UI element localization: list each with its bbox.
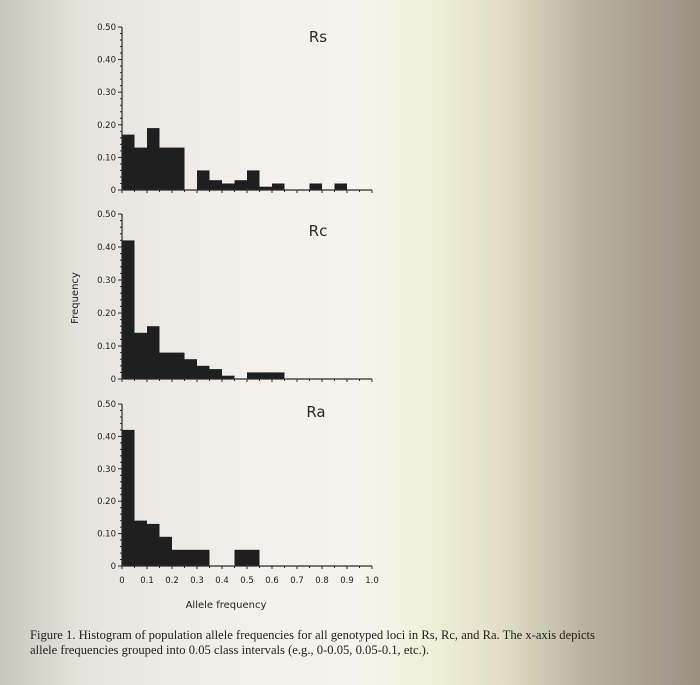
bar (134, 147, 147, 190)
bar (159, 536, 172, 566)
bar (172, 352, 185, 379)
x-tick-label: 1.0 (365, 576, 379, 586)
x-tick-label: 0.3 (190, 576, 204, 586)
bar (159, 352, 172, 379)
y-tick-label: 0 (111, 186, 116, 196)
panel-title: Rc (309, 222, 328, 240)
bar (247, 549, 260, 566)
bar (334, 183, 347, 190)
x-tick-label: 0.2 (165, 576, 179, 586)
bar (197, 549, 210, 566)
x-axis-label: Allele frequency (186, 600, 267, 611)
y-tick-label: 0.50 (97, 400, 116, 410)
bar (259, 372, 272, 379)
bar (147, 523, 160, 566)
y-tick-label: 0.50 (97, 210, 116, 220)
x-tick-label: 0.7 (290, 576, 304, 586)
panel-title: Rs (309, 28, 327, 46)
bar (122, 429, 135, 566)
bar (209, 180, 222, 190)
y-tick-label: 0.10 (97, 530, 116, 540)
bar (247, 372, 260, 379)
bar (222, 375, 235, 379)
panel-rs: 0 0.10 0.20 0.30 0.40 0.50 Rs (97, 23, 373, 196)
caption-line-2: allele frequencies grouped into 0.05 cla… (30, 643, 430, 657)
bar (234, 549, 247, 566)
y-axis-label: Frequency (70, 272, 81, 324)
bar (309, 183, 322, 190)
bar (159, 147, 172, 190)
y-tick-label: 0.30 (97, 276, 116, 286)
y-tick-label: 0 (111, 562, 116, 572)
bar (209, 369, 222, 379)
bar (147, 128, 160, 190)
x-tick-label: 0.9 (340, 576, 354, 586)
bar (172, 549, 185, 566)
bar (247, 170, 260, 190)
bar (272, 372, 285, 379)
bar (184, 359, 197, 379)
bar (172, 147, 185, 190)
bar (134, 520, 147, 566)
bar (134, 332, 147, 379)
x-tick-label: 0.1 (140, 576, 154, 586)
y-tick-label: 0.10 (97, 342, 116, 352)
panel-ra: 0 0.10 0.20 0.30 0.40 0.50 0 0.1 0.2 0.3 0.4 0.5 0.6… (97, 400, 379, 586)
bar (234, 180, 247, 190)
bar (184, 549, 197, 566)
panel-rc: 0 0.10 0.20 0.30 0.40 0.50 Rc (97, 210, 373, 385)
x-tick-label: 0.8 (315, 576, 329, 586)
bar (122, 134, 135, 190)
y-tick-label: 0.40 (97, 243, 116, 253)
y-tick-label: 0.20 (97, 309, 116, 319)
x-tick-label: 0 (119, 576, 124, 586)
y-tick-label: 0.50 (97, 23, 116, 33)
bar (122, 240, 135, 379)
y-tick-label: 0 (111, 375, 116, 385)
y-tick-label: 0.40 (97, 56, 116, 66)
caption-line-1: Figure 1. Histogram of population allele… (30, 628, 595, 642)
bar (197, 365, 210, 379)
y-tick-label: 0.40 (97, 432, 116, 442)
y-tick-label: 0.20 (97, 121, 116, 131)
bar (147, 326, 160, 379)
y-tick-label: 0.10 (97, 153, 116, 163)
bar (197, 170, 210, 190)
x-tick-label: 0.6 (265, 576, 279, 586)
x-tick-label: 0.4 (215, 576, 229, 586)
bar (222, 183, 235, 190)
panel-title: Ra (306, 403, 325, 421)
y-tick-label: 0.30 (97, 465, 116, 475)
y-tick-label: 0.30 (97, 88, 116, 98)
bar (259, 186, 272, 190)
figure-caption: Figure 1. Histogram of population allele… (30, 628, 700, 658)
x-tick-label: 0.5 (240, 576, 254, 586)
bar (272, 183, 285, 190)
y-tick-label: 0.20 (97, 497, 116, 507)
